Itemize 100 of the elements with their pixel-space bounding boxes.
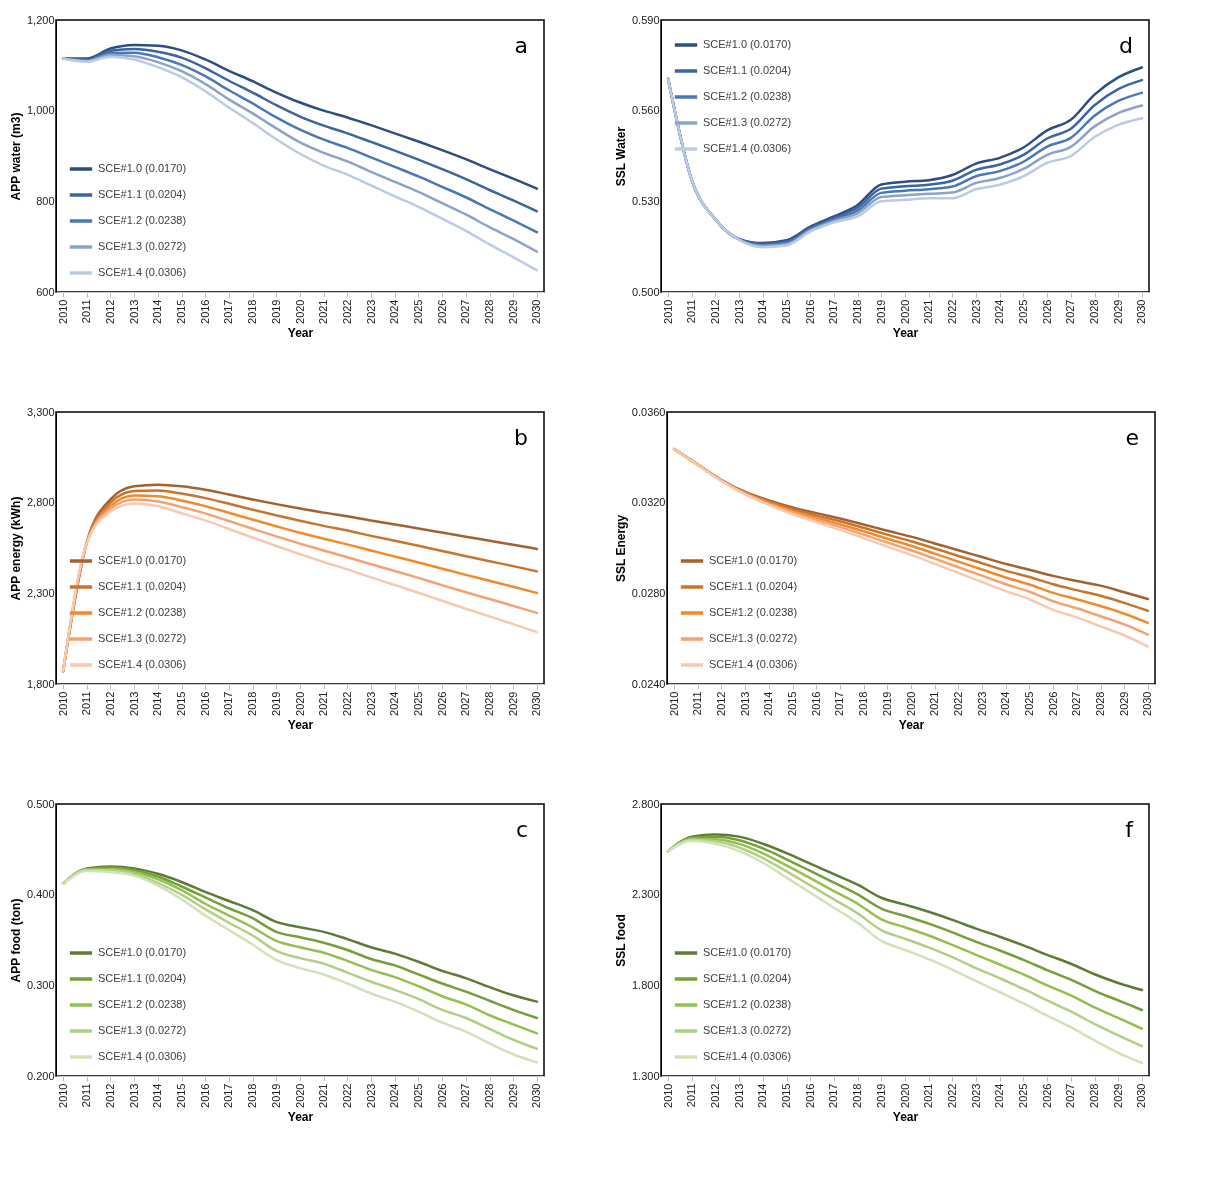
x-tick-label: 2010: [667, 691, 680, 716]
y-tick-label: 0.500: [631, 285, 660, 298]
legend-label: SCE#1.1 (0.0204): [98, 972, 187, 984]
x-tick-label: 2011: [685, 1083, 698, 1108]
y-tick-label: 0.500: [26, 797, 55, 810]
y-tick-label: 0.0240: [631, 677, 666, 690]
x-tick-label: 2024: [388, 299, 401, 324]
x-tick-label: 2010: [661, 299, 674, 324]
x-tick-label: 2021: [317, 691, 330, 716]
annotation: a: [514, 33, 528, 58]
x-tick-label: 2025: [411, 691, 424, 716]
legend-label: SCE#1.1 (0.0204): [98, 580, 187, 592]
x-tick-label: 2023: [975, 691, 988, 716]
y-tick-label: 1,000: [26, 104, 55, 117]
x-tick-label: 2011: [80, 1083, 93, 1108]
annotation: e: [1125, 425, 1139, 450]
x-tick-label: 2015: [780, 1083, 793, 1108]
legend-label: SCE#1.3 (0.0272): [703, 116, 792, 128]
x-tick-label: 2026: [1040, 1083, 1053, 1108]
legend-label: SCE#1.1 (0.0204): [703, 972, 792, 984]
x-tick-label: 2012: [103, 299, 116, 324]
x-tick-label: 2010: [56, 1083, 69, 1108]
x-tick-label: 2023: [969, 299, 982, 324]
x-tick-label: 2012: [103, 691, 116, 716]
x-tick-label: 2027: [1070, 691, 1083, 716]
y-tick-label: 0.400: [26, 888, 55, 901]
x-tick-label: 2026: [435, 299, 448, 324]
x-tick-label: 2015: [780, 299, 793, 324]
x-tick-label: 2018: [246, 691, 259, 716]
x-tick-label: 2020: [898, 1083, 911, 1108]
x-tick-label: 2022: [340, 1083, 353, 1108]
x-tick-label: 2018: [851, 1083, 864, 1108]
x-tick-label: 2015: [175, 691, 188, 716]
legend-label: SCE#1.0 (0.0170): [703, 946, 792, 958]
x-tick-label: 2014: [756, 1083, 769, 1108]
x-tick-label: 2030: [530, 299, 543, 324]
x-tick-label: 2015: [175, 299, 188, 324]
x-tick-label: 2013: [732, 1083, 745, 1108]
x-tick-label: 2014: [151, 299, 164, 324]
x-tick-label: 2029: [506, 691, 519, 716]
x-tick-label: 2017: [827, 299, 840, 324]
legend-label: SCE#1.2 (0.0238): [98, 214, 187, 226]
y-axis-title: SSL Water: [613, 126, 628, 187]
y-axis-title: APP water (m3): [8, 112, 23, 201]
legend-label: SCE#1.3 (0.0272): [98, 1024, 187, 1036]
x-tick-label: 2014: [756, 299, 769, 324]
x-tick-label: 2016: [803, 1083, 816, 1108]
x-tick-label: 2028: [483, 691, 496, 716]
x-tick-label: 2026: [1040, 299, 1053, 324]
legend-label: SCE#1.2 (0.0238): [709, 606, 798, 618]
legend-label: SCE#1.4 (0.0306): [98, 658, 187, 670]
x-tick-label: 2012: [714, 691, 727, 716]
x-tick-label: 2022: [945, 299, 958, 324]
x-tick-label: 2027: [459, 299, 472, 324]
x-tick-label: 2021: [928, 691, 941, 716]
y-tick-label: 0.560: [631, 104, 660, 117]
legend-label: SCE#1.2 (0.0238): [98, 998, 187, 1010]
x-tick-label: 2023: [364, 1083, 377, 1108]
x-tick-label: 2015: [175, 1083, 188, 1108]
x-tick-label: 2013: [127, 299, 140, 324]
x-tick-label: 2027: [1064, 1083, 1077, 1108]
x-tick-label: 2018: [857, 691, 870, 716]
legend-label: SCE#1.3 (0.0272): [98, 632, 187, 644]
x-tick-label: 2012: [708, 1083, 721, 1108]
legend-label: SCE#1.3 (0.0272): [709, 632, 798, 644]
y-tick-label: 0.0360: [631, 405, 666, 418]
x-tick-label: 2013: [127, 691, 140, 716]
x-tick-label: 2012: [708, 299, 721, 324]
x-tick-label: 2028: [483, 1083, 496, 1108]
x-tick-label: 2016: [198, 299, 211, 324]
x-tick-label: 2019: [269, 691, 282, 716]
x-tick-label: 2028: [483, 299, 496, 324]
x-tick-label: 2028: [1088, 299, 1101, 324]
x-tick-label: 2029: [1111, 299, 1124, 324]
annotation: c: [515, 817, 528, 842]
x-tick-label: 2017: [222, 1083, 235, 1108]
x-tick-label: 2021: [317, 1083, 330, 1108]
x-tick-label: 2010: [661, 1083, 674, 1108]
y-axis-title: SSL food: [613, 914, 628, 967]
x-tick-label: 2029: [506, 299, 519, 324]
annotation: b: [514, 425, 528, 450]
y-tick-label: 2.800: [631, 797, 660, 810]
x-tick-label: 2025: [1016, 299, 1029, 324]
y-axis-title: APP energy (kWh): [8, 496, 23, 601]
x-tick-label: 2019: [874, 1083, 887, 1108]
x-tick-label: 2013: [127, 1083, 140, 1108]
x-tick-label: 2013: [732, 299, 745, 324]
x-tick-label: 2023: [364, 299, 377, 324]
x-tick-label: 2016: [198, 691, 211, 716]
legend-label: SCE#1.0 (0.0170): [709, 554, 798, 566]
legend-label: SCE#1.0 (0.0170): [703, 38, 792, 50]
x-tick-label: 2022: [340, 691, 353, 716]
x-tick-label: 2025: [1022, 691, 1035, 716]
x-tick-label: 2021: [922, 1083, 935, 1108]
x-axis-title: Year: [892, 325, 919, 340]
x-tick-label: 2010: [56, 691, 69, 716]
x-tick-label: 2011: [691, 691, 704, 716]
y-tick-label: 0.300: [26, 978, 55, 991]
x-tick-label: 2029: [1111, 1083, 1124, 1108]
x-tick-label: 2022: [340, 299, 353, 324]
